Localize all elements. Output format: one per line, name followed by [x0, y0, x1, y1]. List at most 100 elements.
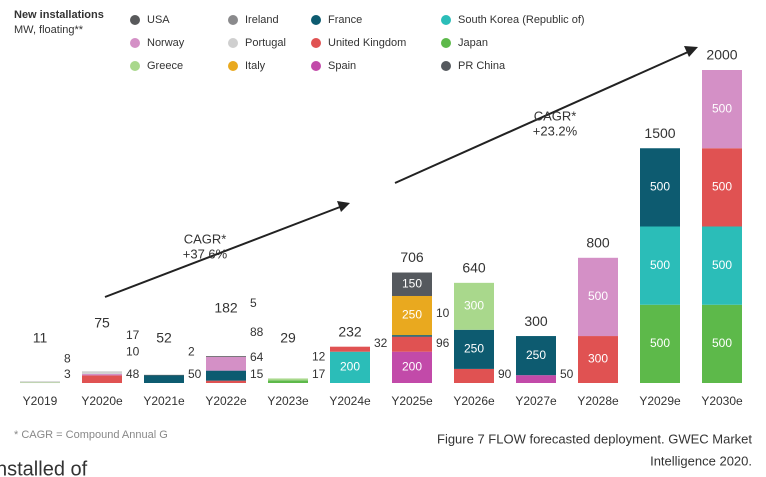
arrow [104, 206, 341, 298]
total-label: 2000 [706, 47, 737, 63]
bar-segment [454, 282, 494, 330]
bar-segment [392, 336, 432, 352]
data-label: 300 [588, 352, 608, 366]
bar-segment [578, 336, 618, 383]
x-tick-label: Y2023e [267, 394, 309, 408]
x-tick-label: Y2027e [515, 394, 557, 408]
total-label: 300 [524, 313, 548, 329]
data-label: 300 [464, 298, 484, 312]
data-label: 2 [188, 344, 195, 358]
legend-label: Spain [328, 60, 356, 72]
bar-segment [144, 375, 184, 383]
x-tick-label: Y2025e [391, 394, 433, 408]
total-label: 800 [586, 235, 610, 251]
data-label: 500 [650, 336, 670, 350]
data-label: 50 [188, 367, 202, 381]
legend-swatch [311, 61, 321, 71]
data-label: 48 [126, 367, 140, 381]
bar-segment [82, 373, 122, 376]
legend-label: South Korea (Republic of) [458, 14, 585, 26]
legend-label: France [328, 14, 362, 26]
total-label: 706 [400, 249, 424, 265]
bar-segment [702, 70, 742, 149]
data-label: 50 [560, 367, 574, 381]
legend-swatch [228, 15, 238, 25]
bar-segment [392, 272, 432, 296]
data-label: 500 [712, 336, 732, 350]
legend-label: Norway [147, 37, 185, 49]
x-tick-label: Y2029e [639, 394, 681, 408]
data-label: 3 [64, 367, 71, 381]
data-label: 10 [436, 306, 450, 320]
chart-title: New installations [14, 9, 104, 21]
bar-segment [702, 304, 742, 383]
bar-segment [392, 351, 432, 383]
legend-swatch [228, 38, 238, 48]
legend-swatch [441, 15, 451, 25]
bar-segment [206, 380, 246, 383]
x-tick-label: Y2024e [329, 394, 371, 408]
annotation: CAGR* [184, 231, 227, 246]
total-label: 640 [462, 260, 486, 276]
legend-swatch [228, 61, 238, 71]
cut-text: nstalled of [0, 458, 88, 477]
bar-segment [578, 257, 618, 337]
legend-swatch [130, 15, 140, 25]
data-label: 15 [250, 367, 264, 381]
caption: Figure 7 FLOW forecasted deployment. GWE… [437, 431, 752, 446]
bar-segment [268, 380, 308, 383]
bar-segment [82, 375, 122, 383]
annotation: +37.6% [183, 246, 228, 261]
caption: Intelligence 2020. [650, 453, 752, 468]
total-label: 1500 [644, 125, 675, 141]
data-label: 90 [498, 367, 512, 381]
legend-swatch [441, 38, 451, 48]
chart-subtitle: MW, floating** [14, 24, 84, 36]
data-label: 64 [250, 350, 264, 364]
data-label: 250 [402, 308, 422, 322]
footnote: * CAGR = Compound Annual G [14, 429, 168, 441]
data-label: 88 [250, 325, 264, 339]
data-label: 5 [250, 296, 257, 310]
bar-segment [206, 370, 246, 381]
legend-label: Ireland [245, 14, 279, 26]
arrow [394, 51, 689, 184]
total-label: 232 [338, 323, 362, 339]
data-label: 17 [312, 367, 326, 381]
bar-segment [20, 382, 60, 384]
legend-label: Italy [245, 60, 266, 72]
bar-segment [268, 378, 308, 381]
bar-segment [640, 148, 680, 227]
data-label: 500 [712, 101, 732, 115]
x-tick-label: Y2020e [81, 394, 123, 408]
bar-segment [702, 148, 742, 227]
legend-label: Portugal [245, 37, 286, 49]
bar-segment [640, 304, 680, 383]
data-label: 250 [526, 348, 546, 362]
data-label: 8 [64, 352, 71, 366]
legend-swatch [311, 38, 321, 48]
x-tick-label: Y2030e [701, 394, 743, 408]
data-label: 500 [588, 289, 608, 303]
data-label: 32 [374, 336, 388, 350]
data-label: 96 [436, 336, 450, 350]
data-label: 200 [340, 360, 360, 374]
x-tick-label: Y2021e [143, 394, 185, 408]
bar-segment [516, 375, 556, 383]
total-label: 182 [214, 300, 238, 316]
legend-swatch [130, 61, 140, 71]
data-label: 500 [712, 258, 732, 272]
legend-label: United Kingdom [328, 37, 406, 49]
bar-segment [392, 295, 432, 336]
legend-label: Japan [458, 37, 488, 49]
x-tick-label: Y2028e [577, 394, 619, 408]
legend-swatch [441, 61, 451, 71]
data-label: 17 [126, 328, 140, 342]
annotation: +23.2% [533, 123, 578, 138]
data-label: 500 [650, 180, 670, 194]
arrowhead [684, 46, 698, 57]
data-label: 12 [312, 350, 326, 364]
data-label: 500 [712, 180, 732, 194]
total-label: 75 [94, 315, 110, 331]
